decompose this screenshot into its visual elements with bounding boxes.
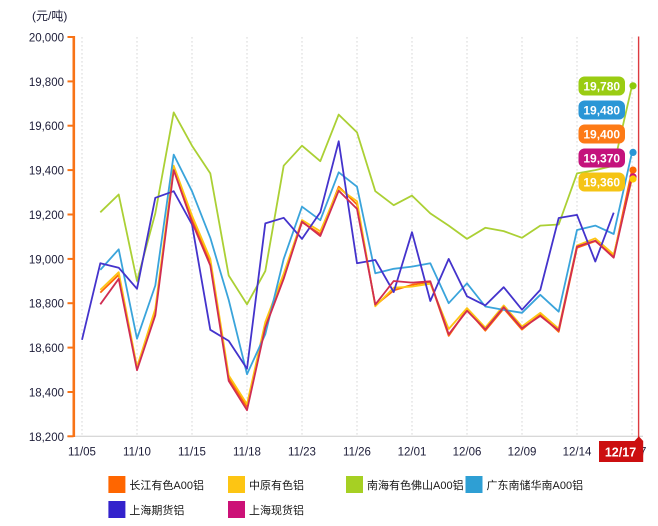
- svg-text:中原有色铝: 中原有色铝: [249, 478, 304, 492]
- svg-text:11/15: 11/15: [178, 447, 206, 459]
- svg-text:12/09: 12/09: [508, 447, 537, 459]
- svg-text:长江有色A00铝: 长江有色A00铝: [129, 478, 204, 492]
- svg-text:广东南储华南A00铝: 广东南储华南A00铝: [487, 478, 584, 492]
- svg-text:11/23: 11/23: [288, 447, 316, 459]
- svg-text:19,480: 19,480: [583, 104, 620, 118]
- svg-text:19,360: 19,360: [583, 176, 620, 190]
- svg-text:19,400: 19,400: [29, 166, 64, 178]
- svg-text:11/18: 11/18: [233, 447, 261, 459]
- svg-text:上海期货铝: 上海期货铝: [129, 503, 184, 517]
- svg-text:南海有色佛山A00铝: 南海有色佛山A00铝: [367, 478, 464, 492]
- svg-text:11/26: 11/26: [343, 447, 371, 459]
- svg-text:19,600: 19,600: [29, 121, 64, 133]
- svg-text:12/17: 12/17: [605, 446, 636, 460]
- svg-text:11/10: 11/10: [123, 447, 151, 459]
- svg-text:19,800: 19,800: [29, 77, 64, 89]
- svg-text:18,800: 18,800: [29, 299, 64, 311]
- svg-text:12/14: 12/14: [563, 447, 592, 459]
- svg-text:(元/吨): (元/吨): [32, 9, 67, 23]
- svg-text:20,000: 20,000: [29, 33, 64, 45]
- svg-text:12/01: 12/01: [398, 447, 427, 459]
- svg-text:19,780: 19,780: [583, 80, 620, 94]
- svg-text:18,200: 18,200: [29, 432, 64, 444]
- svg-text:19,400: 19,400: [583, 128, 620, 142]
- svg-text:19,370: 19,370: [583, 152, 620, 166]
- svg-text:12/06: 12/06: [453, 447, 482, 459]
- svg-text:18,600: 18,600: [29, 343, 64, 355]
- svg-text:19,000: 19,000: [29, 254, 64, 266]
- svg-text:上海现货铝: 上海现货铝: [249, 503, 304, 517]
- svg-text:18,400: 18,400: [29, 388, 64, 400]
- svg-text:11/05: 11/05: [68, 447, 96, 459]
- svg-text:19,200: 19,200: [29, 210, 64, 222]
